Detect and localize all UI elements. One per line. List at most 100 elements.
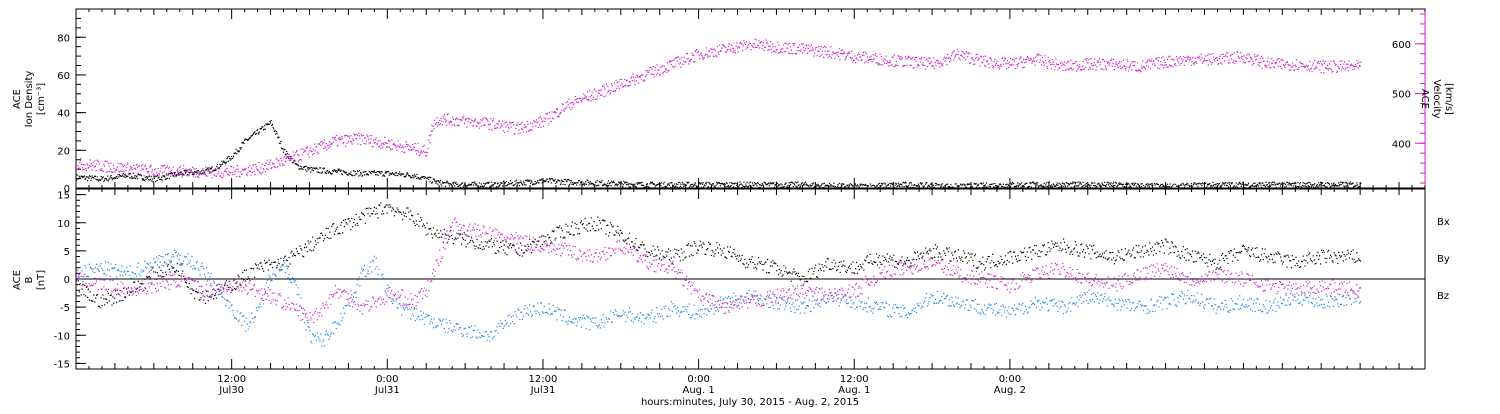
velocity-point [267, 160, 268, 161]
bx-point [159, 266, 160, 267]
density-point [1276, 187, 1277, 188]
density-point [1247, 184, 1248, 185]
density-point [293, 162, 294, 163]
velocity-point [666, 72, 667, 73]
density-point [719, 183, 720, 184]
date-tick-label: Jul30 [218, 385, 244, 396]
velocity-point [841, 50, 842, 51]
density-point [632, 184, 633, 185]
velocity-point [716, 56, 717, 57]
velocity-point [1348, 60, 1349, 61]
density-point [872, 185, 873, 186]
density-point [792, 182, 793, 183]
velocity-point [182, 168, 183, 169]
density-point [399, 171, 400, 172]
density-tick-label: 60 [57, 71, 70, 82]
density-point [506, 181, 507, 182]
bx-point [129, 294, 130, 295]
density-point [1239, 182, 1240, 183]
bx-point [252, 278, 253, 279]
velocity-point [802, 52, 803, 53]
velocity-point [653, 74, 654, 75]
velocity-point [1134, 61, 1135, 62]
bx-point [308, 240, 309, 241]
velocity-point [730, 50, 731, 51]
bx-point [298, 253, 299, 254]
bx-point [393, 209, 394, 210]
density-point [378, 175, 379, 176]
density-point [145, 177, 146, 178]
density-point [490, 187, 491, 188]
density-point [996, 187, 997, 188]
density-point [941, 186, 942, 187]
density-point [861, 184, 862, 185]
bx-point [527, 244, 528, 245]
velocity-point [352, 138, 353, 139]
velocity-point [1295, 66, 1296, 67]
velocity-point [289, 156, 290, 157]
density-point [607, 185, 608, 186]
velocity-point [859, 54, 860, 55]
velocity-point [382, 147, 383, 148]
velocity-point [548, 118, 549, 119]
velocity-point [497, 127, 498, 128]
velocity-point [571, 102, 572, 103]
velocity-point [624, 79, 625, 80]
velocity-point [553, 118, 554, 119]
velocity-point [1348, 70, 1349, 71]
velocity-point [1332, 71, 1333, 72]
density-point [893, 183, 894, 184]
density-point [1273, 184, 1274, 185]
velocity-point [651, 73, 652, 74]
density-point [1304, 185, 1305, 186]
velocity-point [119, 163, 120, 164]
velocity-point [965, 53, 966, 54]
velocity-point [803, 47, 804, 48]
velocity-point [154, 169, 155, 170]
density-point [994, 183, 995, 184]
density-point [1114, 185, 1115, 186]
velocity-point [1315, 66, 1316, 67]
velocity-point [601, 95, 602, 96]
velocity-point [172, 175, 173, 176]
density-point [1037, 184, 1038, 185]
density-point [181, 172, 182, 173]
density-point [1297, 182, 1298, 183]
density-point [1024, 186, 1025, 187]
density-point [934, 187, 935, 188]
bx-point [226, 280, 227, 281]
density-point [525, 180, 526, 181]
velocity-point [619, 79, 620, 80]
bx-point [442, 234, 443, 235]
velocity-point [866, 53, 867, 54]
density-point [343, 171, 344, 172]
density-point [592, 183, 593, 184]
density-point [1011, 183, 1012, 184]
velocity-point [1150, 68, 1151, 69]
density-point [121, 176, 122, 177]
velocity-point [320, 141, 321, 142]
density-point [1103, 185, 1104, 186]
velocity-point [910, 58, 911, 59]
velocity-point [1288, 65, 1289, 66]
density-point [1345, 182, 1346, 183]
velocity-point [538, 127, 539, 128]
density-point [1299, 183, 1300, 184]
velocity-point [1160, 61, 1161, 62]
density-point [859, 184, 860, 185]
density-point [932, 188, 933, 189]
velocity-point [583, 98, 584, 99]
density-point [815, 183, 816, 184]
density-point [150, 179, 151, 180]
velocity-point [1098, 61, 1099, 62]
velocity-point [1164, 65, 1165, 66]
density-point [1075, 183, 1076, 184]
velocity-point [1329, 63, 1330, 64]
bx-point [116, 302, 117, 303]
bx-point [249, 280, 250, 281]
velocity-point [982, 62, 983, 63]
velocity-point [605, 88, 606, 89]
density-point [570, 182, 571, 183]
velocity-point [95, 166, 96, 167]
density-point [971, 188, 972, 189]
